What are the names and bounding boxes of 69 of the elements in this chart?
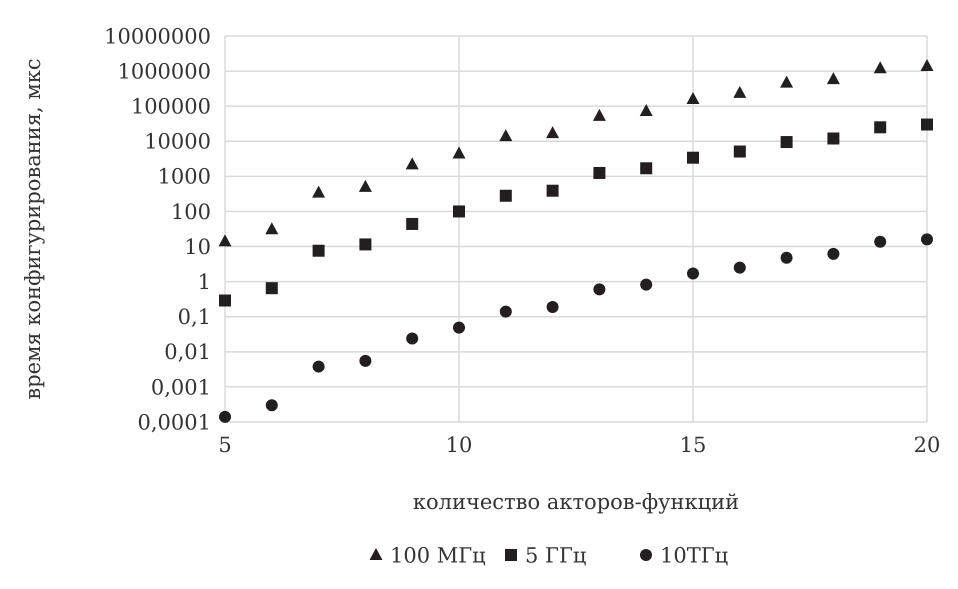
point <box>219 410 231 423</box>
point <box>265 222 278 234</box>
point <box>780 252 793 264</box>
point <box>874 61 887 74</box>
point <box>453 322 465 334</box>
point <box>499 129 512 142</box>
legend-label: 10ТГц <box>660 543 728 568</box>
y-axis-title: время конфигурирования, мкс <box>21 58 45 400</box>
point <box>312 244 325 257</box>
point <box>687 268 699 280</box>
point <box>452 146 466 158</box>
legend-label: 100 МГц <box>390 543 486 568</box>
point <box>359 238 372 250</box>
x-tick-label: 5 <box>218 433 232 457</box>
point <box>312 186 326 198</box>
point <box>827 132 840 144</box>
point <box>640 104 653 116</box>
point <box>687 152 699 164</box>
point <box>500 306 512 318</box>
point <box>219 294 231 306</box>
point <box>827 248 840 260</box>
point <box>546 184 559 197</box>
y-tick-label: 1000000 <box>117 59 211 84</box>
x-tick-label: 10 <box>446 433 472 457</box>
point <box>920 58 934 71</box>
point <box>640 162 652 174</box>
x-tick-label: 15 <box>680 433 706 457</box>
point <box>686 92 700 104</box>
point <box>592 108 606 121</box>
point <box>406 157 419 170</box>
y-tick-label: 1000 <box>158 164 211 189</box>
point <box>734 262 746 274</box>
point <box>921 118 933 131</box>
point <box>406 332 418 344</box>
point <box>266 399 278 412</box>
point <box>546 126 560 138</box>
point <box>874 121 886 134</box>
point <box>640 278 652 291</box>
point <box>312 360 325 373</box>
point <box>218 234 232 246</box>
y-tick-label: 0,1 <box>178 305 211 330</box>
y-tick-label: 1 <box>198 270 211 294</box>
x-tick-label: 20 <box>914 433 940 457</box>
point <box>359 354 372 367</box>
point <box>266 282 278 294</box>
point <box>546 300 559 313</box>
y-tick-label: 10000000 <box>104 24 211 48</box>
x-axis-title: количество акторов-функций <box>412 490 740 514</box>
y-tick-label: 10 <box>184 234 211 259</box>
point <box>780 76 794 88</box>
y-tick-label: 100 <box>170 200 211 224</box>
point <box>826 72 840 84</box>
point <box>593 166 606 179</box>
point <box>874 236 886 248</box>
point <box>453 205 465 218</box>
point <box>500 190 512 202</box>
point <box>593 283 606 296</box>
point <box>358 180 372 192</box>
point <box>780 136 793 148</box>
y-tick-label: 0,0001 <box>138 410 211 434</box>
point <box>406 218 418 230</box>
y-tick-label: 10000 <box>144 130 211 154</box>
y-tick-label: 0,01 <box>164 340 211 364</box>
y-tick-label: 0,001 <box>150 375 211 400</box>
point <box>734 146 746 158</box>
point <box>921 233 933 246</box>
legend-label: 5 ГГц <box>525 543 586 568</box>
point <box>733 86 746 98</box>
y-tick-label: 100000 <box>130 94 211 119</box>
